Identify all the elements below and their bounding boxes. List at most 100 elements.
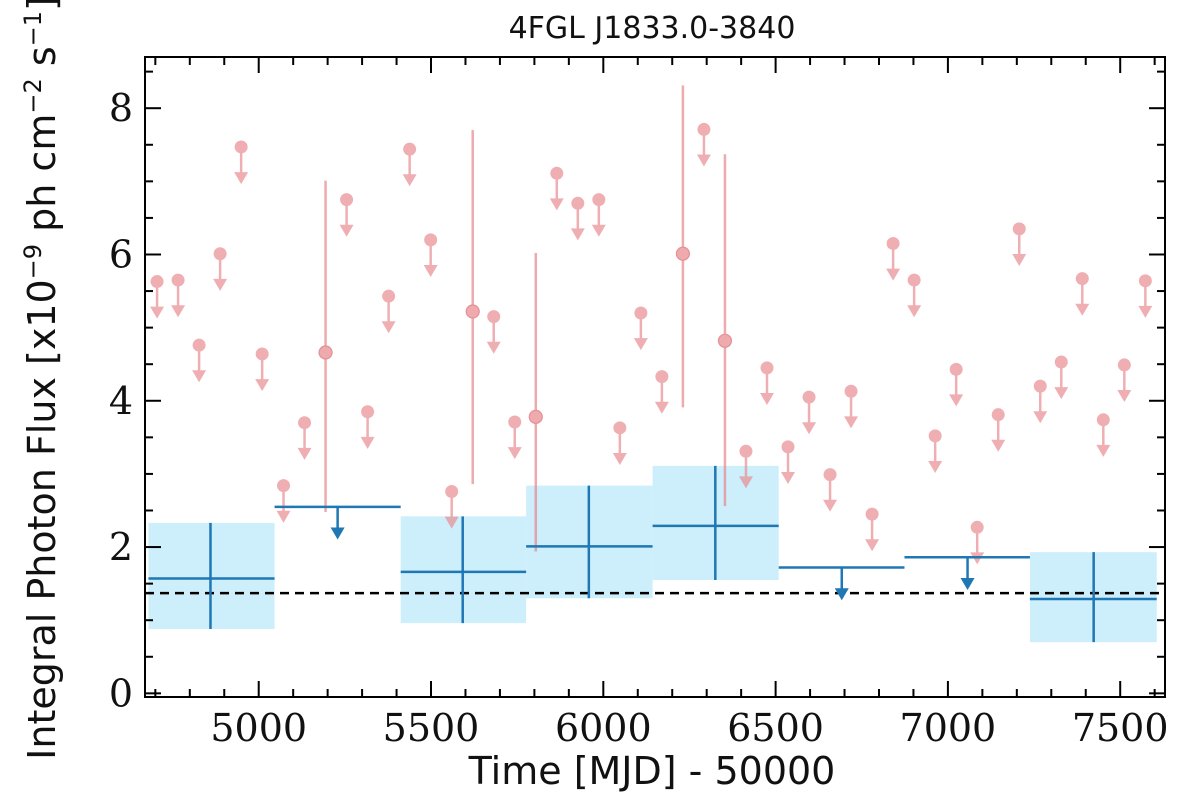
- short-bin-upper-limit-20: [633, 306, 648, 351]
- short-bin-upper-limit-22: [696, 122, 711, 167]
- short-bin-upper-limit-11: [402, 142, 417, 187]
- short-bin-ul-marker: [1138, 274, 1152, 288]
- axes-layer: 5000 5500 6000 6500 7000 7500 0 2 4 6 8: [109, 56, 1169, 750]
- short-bin-ul-marker: [150, 275, 164, 289]
- short-bin-ul-marker: [361, 405, 375, 419]
- long-bin-detection-4: [1029, 552, 1157, 643]
- short-bin-ul-arrowhead: [696, 154, 711, 167]
- short-bin-ul-arrowhead: [1012, 253, 1027, 266]
- short-bin-ul-marker: [760, 361, 774, 375]
- short-bin-ul-arrowhead: [381, 321, 396, 334]
- short-bin-ul-arrowhead: [654, 401, 669, 414]
- short-bin-ul-marker: [991, 408, 1005, 422]
- short-bin-ul-marker: [886, 237, 900, 251]
- short-bin-ul-marker: [1075, 272, 1089, 286]
- y-axis-title: Integral Photon Flux [x10−9 ph cm−2 s−1]: [19, 0, 64, 760]
- short-bin-ul-marker: [487, 310, 501, 324]
- short-bin-ul-marker: [213, 247, 227, 261]
- short-bin-ul-marker: [550, 166, 564, 180]
- short-bin-ul-arrowhead: [507, 447, 522, 460]
- short-bin-ul-arrowhead: [928, 460, 943, 473]
- short-bin-upper-limit-36: [1012, 222, 1027, 266]
- long-bin-ul-arrowhead: [834, 588, 849, 601]
- short-bin-ul-arrowhead: [549, 198, 564, 211]
- long-bin-upper-limit-2: [904, 556, 1030, 591]
- short-bin-ul-arrowhead: [1138, 305, 1153, 318]
- short-bin-upper-limit-35: [991, 408, 1006, 452]
- short-bin-ul-arrowhead: [360, 436, 375, 449]
- short-bin-ul-arrowhead: [276, 510, 291, 523]
- short-bin-upper-limit-25: [781, 440, 796, 484]
- short-bin-upper-limit-21: [654, 370, 669, 414]
- short-bin-ul-arrowhead: [823, 499, 838, 512]
- short-bin-ul-marker: [865, 507, 879, 521]
- short-bin-ul-arrowhead: [444, 516, 459, 529]
- short-bin-upper-limit-32: [928, 429, 943, 473]
- short-bin-ul-marker: [403, 142, 417, 156]
- short-bin-ul-arrowhead: [1075, 303, 1090, 316]
- short-bin-ul-arrowhead: [150, 306, 165, 319]
- short-bin-ul-marker: [928, 429, 942, 443]
- x-axis-title: Time [MJD] - 50000: [468, 749, 836, 793]
- short-bin-ul-marker: [571, 196, 585, 210]
- short-bin-ul-arrowhead: [1054, 387, 1069, 400]
- short-bin-ul-marker: [907, 273, 921, 287]
- short-bin-ul-marker: [697, 122, 711, 136]
- short-bin-ul-arrowhead: [192, 370, 207, 383]
- short-bin-ul-arrowhead: [633, 338, 648, 351]
- y-tick-label: 4: [109, 379, 133, 423]
- y-axis-title-part3: s: [20, 46, 64, 78]
- short-bin-ul-arrowhead: [738, 476, 753, 489]
- short-bin-upper-limit-1: [171, 273, 186, 318]
- short-bin-ul-marker: [192, 338, 206, 352]
- long-bin-bands: [148, 465, 1157, 643]
- short-bin-ul-arrowhead: [486, 341, 501, 354]
- short-bin-upper-limit-13: [444, 484, 459, 529]
- short-bin-upper-limit-30: [886, 237, 901, 281]
- short-bin-upper-limit-38: [1054, 355, 1069, 400]
- short-bin-upper-limit-14: [486, 310, 501, 354]
- y-axis-title-exp3: −1: [19, 11, 47, 46]
- short-bin-upper-limit-10: [381, 289, 396, 334]
- short-bin-ul-arrowhead: [297, 447, 312, 460]
- short-bin-ul-arrowhead: [423, 264, 438, 277]
- plot-frame: [144, 56, 1166, 698]
- short-bin-upper-limit-15: [507, 415, 522, 460]
- short-bin-ul-marker: [445, 484, 459, 498]
- short-bin-ul-arrowhead: [759, 392, 774, 405]
- short-bin-upper-limit-34: [970, 520, 985, 565]
- short-bin-ul-arrowhead: [171, 305, 186, 318]
- x-tick-label: 7000: [900, 706, 997, 750]
- short-bin-upper-limit-8: [339, 193, 354, 237]
- short-bin-upper-limit-3: [213, 247, 228, 291]
- short-bin-ul-arrowhead: [255, 379, 270, 392]
- short-bin-ul-arrowhead: [1117, 390, 1132, 403]
- short-bin-ul-marker: [613, 421, 627, 435]
- short-bin-ul-marker: [1033, 379, 1047, 393]
- short-bin-ul-marker: [340, 193, 354, 207]
- short-bin-ul-marker: [655, 370, 669, 384]
- y-axis-title-part4: ]: [20, 0, 64, 11]
- short-bin-ul-arrowhead: [591, 224, 606, 237]
- short-bin-ul-marker: [634, 306, 648, 320]
- short-bin-ul-marker: [1012, 222, 1026, 236]
- short-bin-upper-limit-31: [907, 273, 922, 318]
- short-bin-ul-arrowhead: [339, 224, 354, 237]
- short-bin-ul-arrowhead: [865, 539, 880, 552]
- short-bin-ul-marker: [739, 444, 753, 458]
- short-bin-marker: [318, 345, 333, 360]
- short-bin-ul-marker: [970, 520, 984, 534]
- short-bin-detection-1: [465, 130, 480, 485]
- short-bin-upper-limit-37: [1033, 379, 1048, 424]
- y-axis-title-part2: ph cm: [20, 114, 64, 244]
- short-bin-ul-marker: [298, 416, 312, 430]
- short-bin-marker: [717, 333, 733, 348]
- short-bin-ul-arrowhead: [781, 471, 796, 484]
- short-bin-upper-limit-19: [612, 421, 627, 465]
- short-bin-upper-limit-16: [549, 166, 564, 211]
- short-bin-ul-marker: [171, 273, 185, 287]
- short-bin-marker: [528, 409, 543, 424]
- x-tick-label: 6000: [555, 706, 652, 750]
- long-bin-layer: [148, 465, 1157, 643]
